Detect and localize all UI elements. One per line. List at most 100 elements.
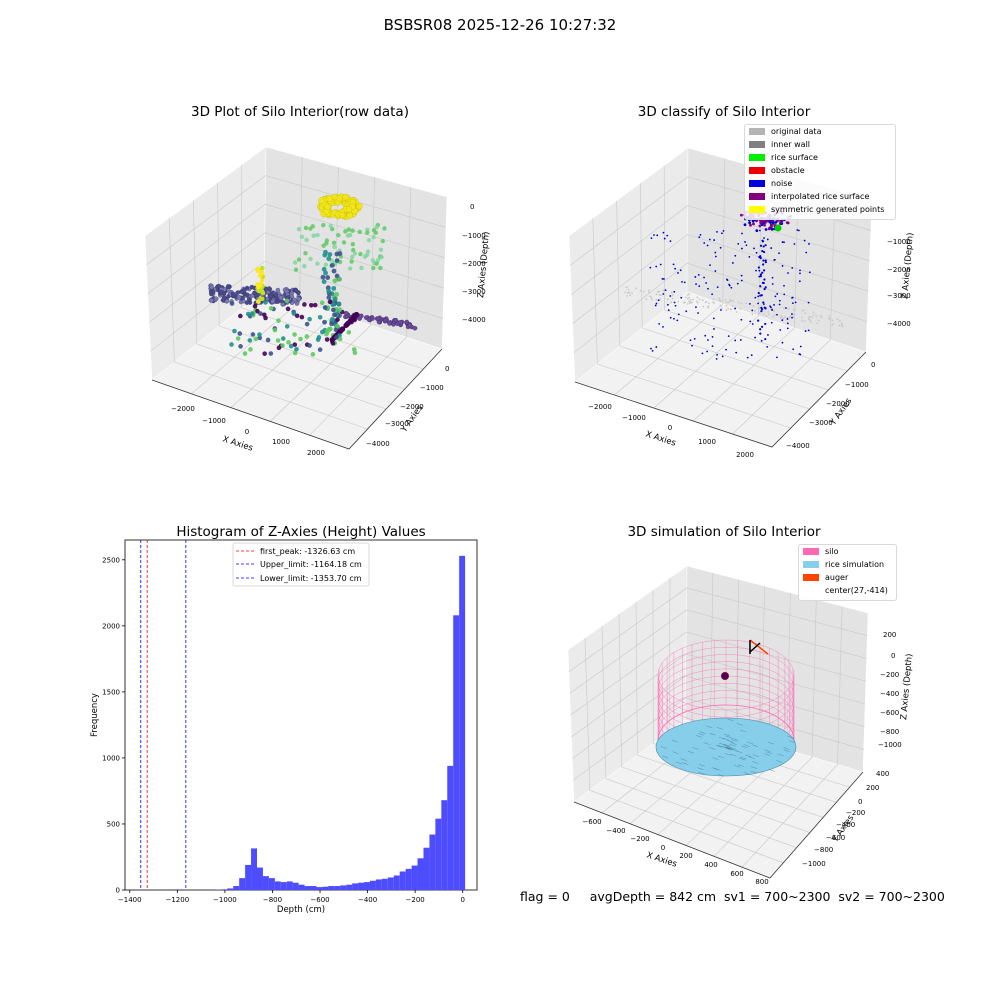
data-point <box>324 337 330 342</box>
data-point <box>263 300 268 305</box>
rice-mesh <box>729 744 736 747</box>
panel4-xtick: −600 <box>582 818 601 826</box>
data-point <box>631 292 634 295</box>
data-point <box>726 279 729 282</box>
data-point <box>739 307 742 310</box>
rice-mesh <box>777 753 784 757</box>
histogram-legend: first_peak: -1326.63 cm Upper_limit: -11… <box>232 542 370 587</box>
data-point <box>774 224 782 232</box>
rice-mesh <box>733 765 741 768</box>
panel2-ytick: −2000 <box>826 400 850 408</box>
data-point <box>260 290 266 296</box>
rice-mesh <box>764 749 771 752</box>
data-point <box>763 250 766 254</box>
data-point <box>759 229 761 232</box>
histogram-bar <box>310 886 317 890</box>
data-point <box>760 304 763 307</box>
data-point <box>725 301 728 304</box>
data-point <box>785 307 787 309</box>
legend-swatch <box>749 154 765 161</box>
panel4-xtick: −400 <box>606 827 625 835</box>
data-point <box>689 301 692 303</box>
data-point <box>730 286 733 289</box>
rice-surface <box>655 717 797 777</box>
histogram-ticks: −1400 −1200 −1000 −800 −600 −400 −200 0 0 500 1000… <box>102 556 465 904</box>
data-point <box>352 313 358 319</box>
data-point <box>329 262 335 268</box>
data-point <box>324 203 331 210</box>
data-point <box>238 313 243 319</box>
data-point <box>699 233 702 236</box>
rice-mesh <box>725 747 732 751</box>
panel4-title: 3D simulation of Silo Interior <box>627 524 821 540</box>
data-point <box>763 278 766 281</box>
data-point <box>284 298 290 304</box>
data-point <box>701 352 704 355</box>
grid-line <box>572 234 869 324</box>
data-point <box>276 345 282 351</box>
data-point <box>213 296 219 302</box>
data-point <box>838 324 841 327</box>
data-point <box>380 238 385 244</box>
data-point <box>754 296 757 299</box>
panel4-xtick: 800 <box>755 878 768 886</box>
data-point <box>316 335 322 340</box>
data-point <box>800 316 803 319</box>
grid-line <box>269 176 375 422</box>
data-point <box>697 273 700 276</box>
data-point <box>792 316 795 319</box>
data-point <box>383 318 388 323</box>
data-point <box>702 305 705 308</box>
data-point <box>337 336 343 342</box>
data-point <box>689 339 692 342</box>
data-point <box>334 258 340 264</box>
rice-mesh <box>723 746 731 750</box>
histogram-bar <box>227 888 234 890</box>
data-point <box>791 313 793 315</box>
histogram-ylabel: Frequency <box>90 693 100 737</box>
data-point <box>308 303 314 308</box>
data-point <box>346 212 354 219</box>
panel4-ztick: −1000 <box>878 741 902 749</box>
data-point <box>292 342 298 347</box>
data-point <box>752 305 755 307</box>
rice-mesh <box>736 750 743 753</box>
data-point <box>335 323 340 329</box>
panel1-ytick: −4000 <box>366 440 390 448</box>
grid-line <box>584 637 591 791</box>
grid-line <box>621 766 810 833</box>
data-point <box>661 277 664 280</box>
data-point <box>778 299 781 302</box>
x-tick-label: 0 <box>460 896 464 904</box>
legend-label: silo <box>825 547 839 556</box>
rice-mesh <box>739 757 746 761</box>
data-point <box>787 272 789 274</box>
rice-mesh <box>682 762 689 765</box>
rice-mesh <box>741 745 748 749</box>
data-point <box>759 275 762 278</box>
data-point <box>763 287 766 291</box>
data-point <box>793 243 796 245</box>
grid-line <box>713 599 817 857</box>
data-point <box>804 312 807 315</box>
data-point <box>745 244 748 247</box>
panel1-axes3d: −2000 −1000 0 1000 2000 X Axies 0 −1000 … <box>144 146 492 457</box>
data-point <box>764 244 767 247</box>
data-point <box>735 351 738 354</box>
data-point <box>771 308 773 311</box>
histogram-bar <box>447 765 454 890</box>
data-point <box>359 313 364 319</box>
data-point <box>334 335 339 340</box>
center-marker <box>721 672 729 680</box>
histogram-bar <box>251 848 257 890</box>
data-point <box>704 301 707 304</box>
data-point <box>760 310 763 313</box>
data-point <box>669 295 672 297</box>
data-point <box>259 277 265 283</box>
data-point <box>669 316 672 319</box>
data-point <box>805 251 808 254</box>
data-point <box>412 325 418 331</box>
panel4-xtick: 0 <box>661 844 665 852</box>
data-point <box>229 342 234 347</box>
histogram-bar <box>417 858 424 890</box>
